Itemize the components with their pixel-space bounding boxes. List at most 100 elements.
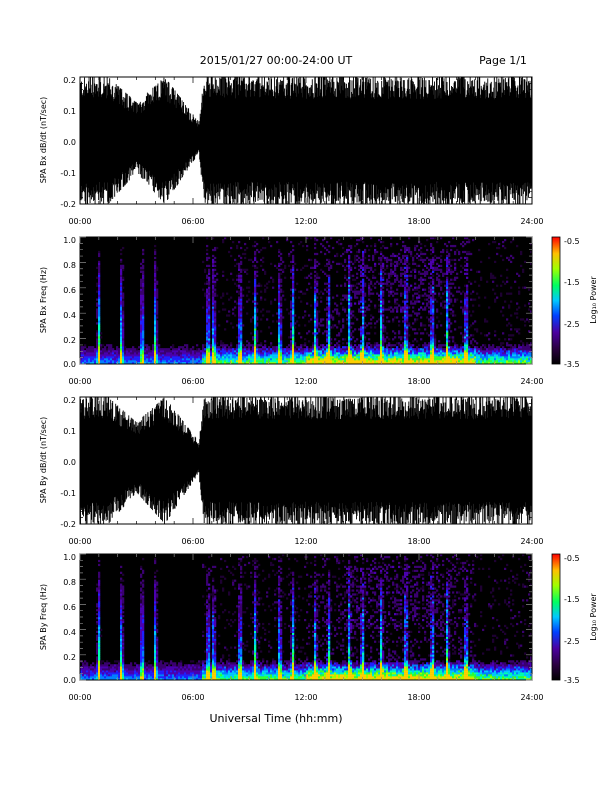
spectrogram-cell <box>96 344 99 347</box>
spectrogram-cell <box>154 250 157 254</box>
spectrogram-cell <box>448 324 451 327</box>
spectrogram-cell <box>314 354 317 357</box>
spectrogram-cell <box>360 344 363 347</box>
spectrogram-cell <box>278 264 281 268</box>
spectrogram-cell <box>432 316 435 319</box>
spectrogram-cell <box>146 344 149 347</box>
spectrogram-cell <box>504 362 507 365</box>
spectrogram-cell <box>410 314 413 317</box>
spectrogram-cell <box>202 306 205 309</box>
spectrogram-cell <box>84 670 87 673</box>
spectrogram-cell <box>368 352 371 355</box>
spectrogram-cell <box>440 304 443 307</box>
spectrogram-cell <box>98 559 101 563</box>
spectrogram-cell <box>516 350 519 353</box>
spectrogram-cell <box>366 276 369 279</box>
spectrogram-cell <box>254 288 257 291</box>
spectrogram-cell <box>472 310 475 313</box>
spectrogram-cell <box>472 358 475 361</box>
spectrogram-cell <box>444 344 447 347</box>
spectrogram-cell <box>494 260 497 264</box>
spectrogram-cell <box>506 268 509 271</box>
spectrogram-cell <box>446 316 449 319</box>
spectrogram-cell <box>454 346 457 349</box>
spectrogram-cell <box>354 254 357 258</box>
spectrogram-cell <box>316 322 319 325</box>
spectrogram-cell <box>326 290 329 293</box>
spectrogram-cell <box>462 358 465 361</box>
spectrogram-cell <box>238 362 241 365</box>
spectrogram-cell <box>362 300 365 303</box>
spectrogram-cell <box>246 294 249 297</box>
spectrogram-cell <box>130 354 133 357</box>
spectrogram-cell <box>358 350 361 353</box>
spectrogram-cell <box>496 352 499 355</box>
spectrogram-cell <box>434 344 437 347</box>
spectrogram-cell <box>240 308 243 311</box>
spectrogram-cell <box>422 288 425 291</box>
spectrogram-cell <box>266 352 269 355</box>
spectrogram-cell <box>348 264 351 268</box>
spectrogram-cell <box>282 294 285 297</box>
spectrogram-cell <box>132 350 135 353</box>
spectrogram-cell <box>156 302 159 305</box>
spectrogram-cell <box>254 278 257 281</box>
spectrogram-cell <box>476 330 479 333</box>
spectrogram-cell <box>448 300 451 303</box>
spectrogram-cell <box>82 358 85 361</box>
spectrogram-cell <box>480 346 483 349</box>
spectrogram-cell <box>326 336 329 339</box>
spectrogram-cell <box>292 320 295 323</box>
spectrogram-cell <box>230 322 233 325</box>
spectrogram-cell <box>122 356 125 359</box>
spectrogram-cell <box>280 360 283 363</box>
spectrogram-cell <box>478 352 481 355</box>
spectrogram-cell <box>292 312 295 315</box>
spectrogram-cell <box>176 358 179 361</box>
spectrogram-cell <box>374 344 377 347</box>
spectrogram-cell <box>326 320 329 323</box>
spectrogram-cell <box>238 264 241 268</box>
spectrogram-cell <box>386 282 389 285</box>
spectrogram-cell <box>214 264 217 268</box>
spectrogram-cell <box>474 348 477 351</box>
spectrogram-cell <box>308 360 311 363</box>
spectrogram-cell <box>252 352 255 355</box>
spectrogram-cell <box>432 300 435 303</box>
spectrogram-cell <box>474 352 477 355</box>
spectrogram-cell <box>362 304 365 307</box>
spectrogram-cell <box>368 290 371 293</box>
spectrogram-cell <box>232 308 235 311</box>
spectrogram-cell <box>86 350 89 353</box>
spectrogram-cell <box>240 246 243 250</box>
spectrogram-cell <box>426 272 429 275</box>
spectrogram-cell <box>284 266 287 269</box>
spectrogram-cell <box>494 298 497 301</box>
spectrogram-cell <box>430 300 433 303</box>
spectrogram-cell <box>298 352 301 355</box>
spectrogram-cell <box>250 320 253 323</box>
spectrogram-cell <box>436 268 439 271</box>
spectrogram-cell <box>382 342 385 345</box>
spectrogram-cell <box>454 276 457 279</box>
spectrogram-cell <box>448 346 451 349</box>
spectrogram-cell <box>270 332 273 335</box>
spectrogram-cell <box>318 348 321 351</box>
spectrogram-cell <box>104 676 107 679</box>
spectrogram-cell <box>98 260 101 264</box>
spectrogram-cell <box>122 304 125 307</box>
spectrogram-cell <box>342 360 345 363</box>
spectrogram-cell <box>154 270 157 273</box>
spectrogram-cell <box>196 362 199 365</box>
spectrogram-cell <box>186 344 189 347</box>
spectrogram-cell <box>154 268 157 271</box>
spectrogram-cell <box>452 278 455 281</box>
spectrogram-cell <box>420 272 423 275</box>
spectrogram-cell <box>408 248 411 252</box>
spectrogram-cell <box>526 344 529 347</box>
by-dbdt-trace <box>79 397 533 524</box>
spectrogram-cell <box>380 264 383 268</box>
spectrogram-cell <box>414 360 417 363</box>
spectrogram-cell <box>350 314 353 317</box>
spectrogram-cell <box>432 338 435 341</box>
